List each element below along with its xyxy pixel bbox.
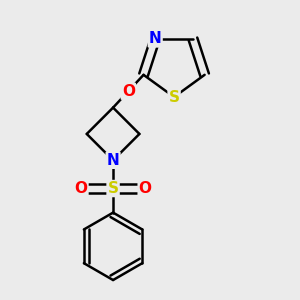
Text: O: O — [122, 84, 135, 99]
Text: N: N — [149, 32, 162, 46]
Text: S: S — [169, 89, 180, 104]
Text: S: S — [108, 181, 118, 196]
Text: O: O — [74, 181, 88, 196]
Text: N: N — [107, 153, 119, 168]
Text: O: O — [139, 181, 152, 196]
